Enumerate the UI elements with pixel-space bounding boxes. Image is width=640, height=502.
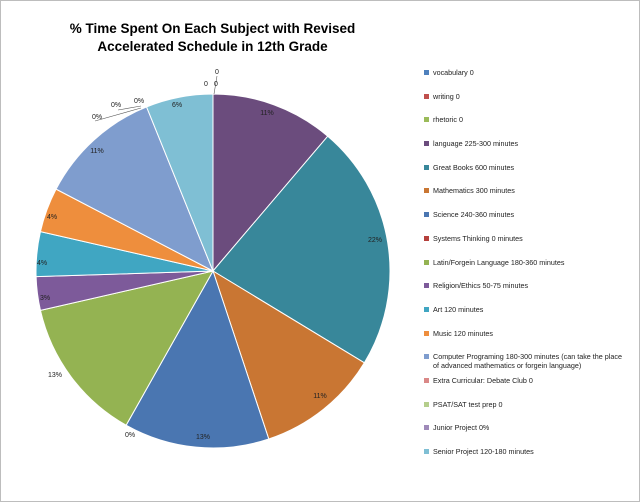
pie-slice bbox=[212, 93, 329, 273]
slice-label: 0 bbox=[204, 81, 208, 88]
slice-label: 4% bbox=[37, 260, 47, 267]
chart-title-line-1: % Time Spent On Each Subject with Revise… bbox=[69, 21, 356, 36]
pie-slice bbox=[55, 106, 214, 273]
legend-swatch bbox=[424, 117, 429, 123]
legend-swatch bbox=[424, 354, 429, 360]
pie-slice bbox=[212, 135, 391, 364]
slice-label: 0% bbox=[111, 102, 121, 109]
legend-entry: Computer Programing 180-300 minutes (can… bbox=[424, 352, 629, 370]
legend-swatch bbox=[424, 401, 429, 407]
legend-swatch bbox=[424, 330, 429, 336]
legend-label: Religion/Ethics 50-75 minutes bbox=[433, 281, 529, 291]
slice-label: 6% bbox=[172, 102, 182, 109]
legend-swatch bbox=[424, 93, 429, 99]
legend-entry: Music 120 minutes bbox=[424, 329, 629, 338]
slice-label: 11% bbox=[90, 148, 104, 155]
slice-label: 11% bbox=[260, 110, 274, 117]
legend-label: vocabulary 0 bbox=[433, 68, 474, 77]
slice-label: 13% bbox=[48, 372, 62, 379]
pie-slice bbox=[212, 269, 366, 440]
leader-line bbox=[213, 75, 218, 95]
slice-label: 13% bbox=[196, 434, 210, 441]
slice-label: 0% bbox=[92, 114, 102, 121]
legend-entry: Extra Curricular: Debate Club 0 bbox=[424, 376, 629, 385]
legend-swatch bbox=[424, 377, 429, 383]
legend-entry: PSAT/SAT test prep 0 bbox=[424, 400, 629, 409]
legend-swatch bbox=[424, 306, 429, 312]
legend-label: Science 240-360 minutes bbox=[433, 210, 515, 220]
legend-label: Music 120 minutes bbox=[433, 328, 493, 338]
legend-label: language 225-300 minutes bbox=[433, 139, 519, 149]
chart-title: % Time Spent On Each Subject with Revise… bbox=[40, 20, 385, 56]
legend-swatch bbox=[424, 425, 429, 431]
chart-legend: vocabulary 0 writing 0 rhetoric 0 language … bbox=[424, 68, 629, 471]
slice-label: 0% bbox=[134, 98, 144, 105]
legend-entry: Latin/Forgein Language 180-360 minutes bbox=[424, 258, 629, 267]
legend-entry: language 225-300 minutes bbox=[424, 139, 629, 148]
legend-label: Mathematics 300 minutes bbox=[433, 186, 515, 196]
slice-label: 22% bbox=[368, 237, 382, 244]
pie-slice bbox=[125, 269, 270, 449]
legend-swatch bbox=[424, 449, 429, 454]
legend-label: writing 0 bbox=[433, 91, 460, 101]
legend-entry: Junior Project 0% bbox=[424, 423, 629, 432]
legend-entry: rhetoric 0 bbox=[424, 115, 629, 124]
legend-label: Art 120 minutes bbox=[433, 304, 484, 314]
slice-label: 0 bbox=[215, 69, 219, 76]
legend-swatch bbox=[424, 235, 429, 241]
legend-entry: Art 120 minutes bbox=[424, 305, 629, 314]
legend-entry: Systems Thinking 0 minutes bbox=[424, 234, 629, 243]
slice-label: 4% bbox=[47, 214, 57, 221]
legend-label: Systems Thinking 0 minutes bbox=[433, 233, 523, 243]
legend-swatch bbox=[424, 141, 429, 147]
slice-label: 3% bbox=[40, 295, 50, 302]
legend-label: Computer Programing 180-300 minutes (can… bbox=[433, 352, 622, 371]
legend-swatch bbox=[424, 70, 429, 75]
legend-entry: Senior Project 120-180 minutes bbox=[424, 447, 629, 456]
pie-slice bbox=[145, 93, 214, 272]
slice-label: 0 bbox=[214, 81, 218, 88]
legend-swatch bbox=[424, 212, 429, 218]
legend-label: Junior Project 0% bbox=[433, 423, 490, 433]
legend-label: rhetoric 0 bbox=[433, 115, 463, 125]
pie-slice bbox=[39, 270, 214, 426]
legend-label: Extra Curricular: Debate Club 0 bbox=[433, 375, 533, 385]
legend-entry: Great Books 600 minutes bbox=[424, 163, 629, 172]
legend-entry: vocabulary 0 bbox=[424, 68, 629, 77]
legend-swatch bbox=[424, 259, 429, 265]
chart-title-line-2: Accelerated Schedule in 12th Grade bbox=[97, 39, 328, 54]
legend-entry: writing 0 bbox=[424, 92, 629, 101]
legend-label: Latin/Forgein Language 180-360 minutes bbox=[433, 257, 565, 267]
legend-entry: Mathematics 300 minutes bbox=[424, 186, 629, 195]
slice-label: 0% bbox=[125, 432, 135, 439]
slice-label: 11% bbox=[313, 393, 327, 400]
legend-swatch bbox=[424, 283, 429, 289]
leader-line bbox=[117, 105, 142, 111]
legend-label: PSAT/SAT test prep 0 bbox=[433, 399, 503, 409]
legend-label: Great Books 600 minutes bbox=[433, 162, 515, 172]
legend-swatch bbox=[424, 188, 429, 194]
legend-entry: Religion/Ethics 50-75 minutes bbox=[424, 281, 629, 290]
legend-entry: Science 240-360 minutes bbox=[424, 210, 629, 219]
leader-line bbox=[94, 107, 142, 122]
legend-swatch bbox=[424, 164, 429, 170]
legend-label: Senior Project 120-180 minutes bbox=[433, 447, 534, 456]
